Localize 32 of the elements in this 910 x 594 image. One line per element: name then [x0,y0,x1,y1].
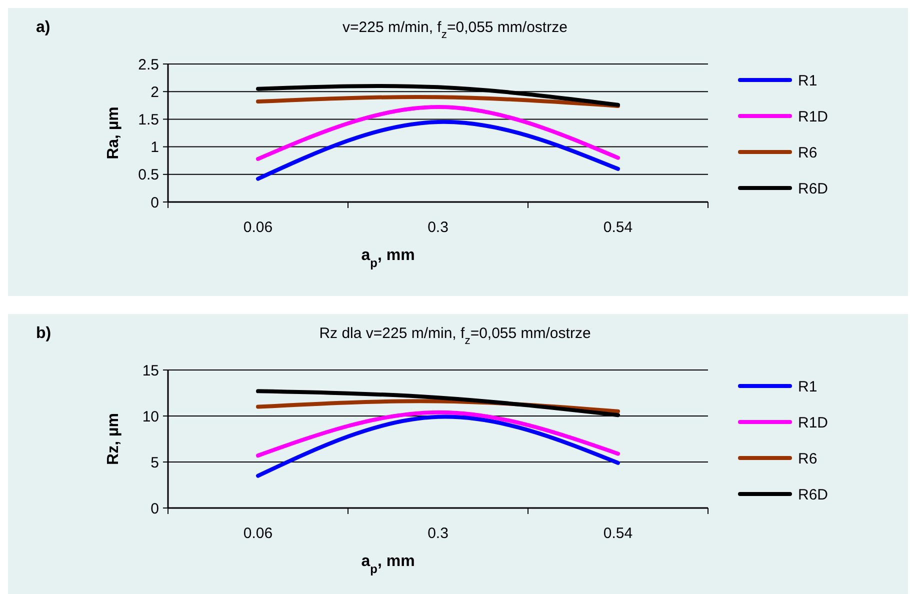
legend-label: R6D [798,180,828,198]
y-tick-label: 0 [150,500,159,518]
x-tick-label: 0.3 [428,525,448,542]
legend-label: R1D [798,414,828,432]
y-tick-label: 1 [150,139,159,156]
x-tick-label: 0.54 [603,219,633,236]
legend-label: R1 [798,378,818,396]
chart-title: v=225 m/min, f$_{z}$=0,055 mm/ostrze [342,19,568,41]
y-axis-title: Ra, µm [105,106,122,160]
y-tick-label: 5 [150,454,159,472]
legend-label: R6 [798,144,818,162]
y-tick-label: 1.5 [138,111,159,128]
y-tick-label: 2 [150,84,159,101]
y-axis-title: Rz, µm [105,413,122,465]
chart-title: Rz dla v=225 m/min, f$_{z}$=0,055 mm/ostrze [319,325,591,347]
y-tick-label: 15 [142,362,159,380]
x-tick-label: 0.06 [243,525,273,542]
y-tick-label: 0 [150,194,159,212]
y-tick-label: 2.5 [138,56,159,74]
text: b) [36,325,52,342]
x-tick-label: 0.3 [428,219,448,236]
legend-label: R1D [798,108,828,126]
y-tick-label: 0.5 [138,166,159,184]
legend-label: R6D [798,486,828,504]
legend-label: R6 [798,450,818,468]
text: a) [36,19,50,36]
legend-label: R1 [798,72,818,90]
x-tick-label: 0.06 [243,219,273,236]
y-tick-label: 10 [142,408,159,426]
x-axis-title: a$_{p}$, mm [361,553,415,576]
x-axis-title: a$_{p}$, mm [361,247,415,270]
x-tick-label: 0.54 [603,525,633,542]
